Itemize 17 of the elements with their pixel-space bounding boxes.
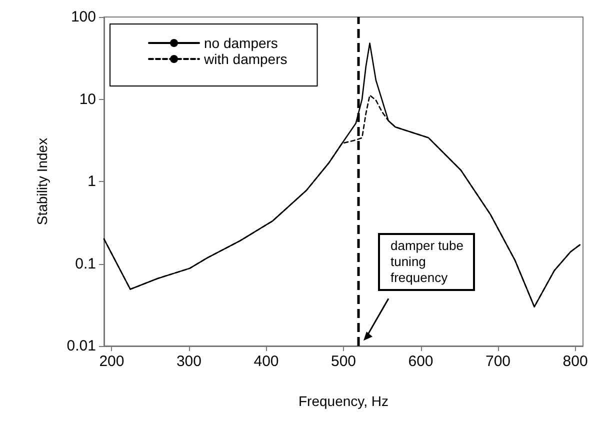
x-tick-label: 200 — [99, 353, 124, 370]
x-tick-label: 400 — [254, 353, 279, 370]
annotation: damper tube tuning frequency — [378, 232, 476, 291]
x-tick-label: 800 — [562, 353, 588, 370]
y-tick-label: 0.1 — [75, 255, 96, 272]
legend-label: with dampers — [203, 51, 288, 67]
x-tick-label: 300 — [176, 353, 202, 370]
y-tick-label: 10 — [79, 90, 96, 108]
y-tick-label: 1 — [88, 173, 96, 190]
x-axis-title: Frequency, Hz — [298, 393, 388, 409]
x-tick-label: 700 — [486, 353, 511, 370]
x-tick-label: 600 — [408, 353, 434, 370]
y-tick-label: 0.01 — [66, 338, 96, 354]
y-axis-title: Stability Index — [34, 138, 50, 226]
x-tick-label: 500 — [330, 353, 356, 370]
y-tick-label: 100 — [70, 8, 96, 26]
legend-label: no dampers — [204, 35, 278, 51]
